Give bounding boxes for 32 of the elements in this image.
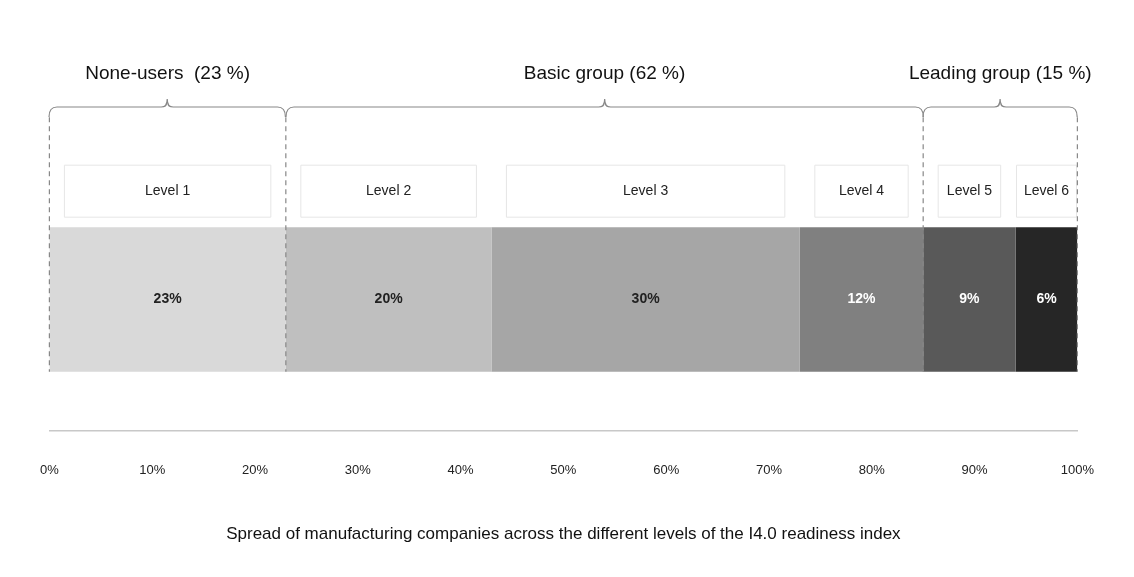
x-tick-label: 40% <box>447 462 475 478</box>
x-tick-label: 80% <box>858 462 886 478</box>
text: Level 2 <box>366 182 412 199</box>
x-tick-label: 0% <box>40 462 60 478</box>
data-label: 6% <box>1036 290 1058 307</box>
bar <box>1015 227 1078 372</box>
data-label: 20% <box>374 290 404 307</box>
data-label: 30% <box>631 290 661 307</box>
text: Leading group (15 %) <box>908 62 1092 84</box>
text: Level 6 <box>1023 182 1070 199</box>
x-tick-label: 60% <box>653 462 680 478</box>
bar <box>491 227 800 372</box>
x-tick-label: 30% <box>344 462 372 478</box>
x-tick-label: 10% <box>139 462 166 478</box>
data-label: 9% <box>959 290 981 307</box>
bar <box>923 227 1016 372</box>
data-label: 23% <box>153 290 183 307</box>
bar <box>285 227 492 372</box>
x-axis-title: Spread of manufacturing companies across the different levels of the I4.0 readiness index <box>226 524 902 544</box>
bar <box>49 227 286 372</box>
x-tick-label: 20% <box>241 462 269 478</box>
x-tick-label: 70% <box>755 462 783 478</box>
text: Level 1 <box>145 182 191 199</box>
text: Level 5 <box>946 182 993 199</box>
x-tick-label: 100% <box>1060 462 1095 478</box>
x-tick-label: 50% <box>550 462 577 478</box>
text: Level 4 <box>838 182 885 199</box>
text: Basic group (62 %) <box>523 62 686 84</box>
data-label: 12% <box>847 290 877 307</box>
text: None-users (23 %) <box>85 62 250 84</box>
x-tick-label: 90% <box>961 462 989 478</box>
text: Level 3 <box>623 182 669 199</box>
